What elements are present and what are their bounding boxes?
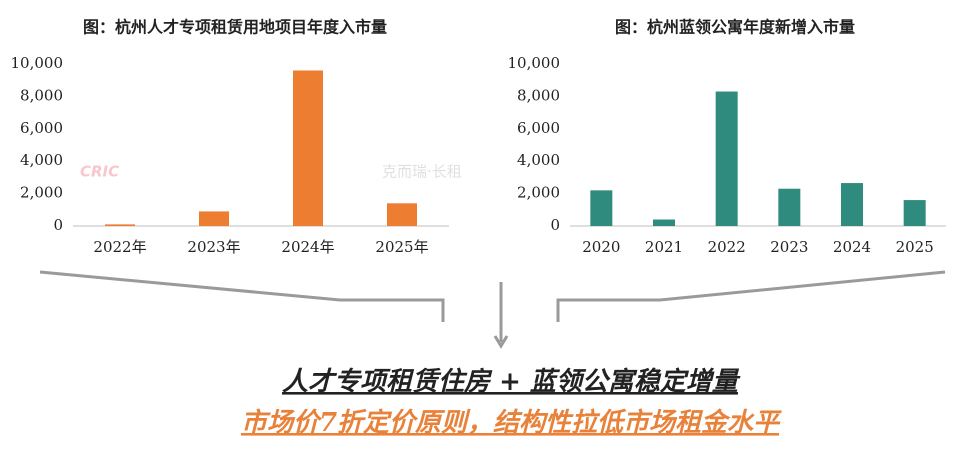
y-tick-label: 4,000 [20,151,63,169]
y-tick-label: 8,000 [517,86,560,104]
bar [590,190,613,226]
x-tick-label: 2025年 [375,238,428,256]
bar [715,91,738,226]
left-connector [39,270,445,322]
x-tick-label: 2024 [833,238,871,256]
x-tick-label: 2023年 [187,238,240,256]
charts: 图：杭州人才专项租赁用地项目年度入市量 0 2,000 4,000 6,000 8,000… [11,18,946,256]
x-tick-label: 2023 [770,238,808,256]
right-connector [556,270,946,322]
bar [293,70,323,226]
bar [387,203,417,226]
y-tick-label: 0 [550,216,560,234]
bar [653,219,675,226]
y-tick-label: 10,000 [508,54,561,72]
connectors [39,270,946,349]
x-tick-label: 2022 [708,238,746,256]
watermark-logo: CRIC [80,163,119,181]
y-tick-label: 8,000 [20,86,63,104]
bar [105,224,135,226]
conclusion-line1: 人才专项租赁住房 + 蓝领公寓稳定增量 [282,367,741,397]
watermark-brand: 克而瑞·长租 [382,163,462,181]
bar [903,200,926,226]
x-tick-label: 2022年 [93,238,146,256]
y-tick-label: 0 [53,216,63,234]
bar [778,188,801,226]
y-tick-label: 4,000 [517,151,560,169]
y-tick-label: 6,000 [517,119,560,137]
y-tick-label: 2,000 [517,184,560,202]
x-tick-label: 2021 [645,238,683,256]
conclusion-line2: 市场价7折定价原则，结构性拉低市场租金水平 [241,408,782,438]
x-tick-label: 2025 [896,238,934,256]
arrow-head [493,335,509,349]
watermark: CRIC 克而瑞·长租 [80,163,462,181]
y-tick-label: 10,000 [11,54,64,72]
bar [199,211,229,226]
x-tick-label: 2020 [582,238,620,256]
y-tick-label: 2,000 [20,184,63,202]
bar [841,183,863,226]
chart-title: 图：杭州人才专项租赁用地项目年度入市量 [83,18,387,37]
y-tick-label: 6,000 [20,119,63,137]
chart-title: 图：杭州蓝领公寓年度新增入市量 [615,18,855,37]
x-tick-label: 2024年 [281,238,334,256]
